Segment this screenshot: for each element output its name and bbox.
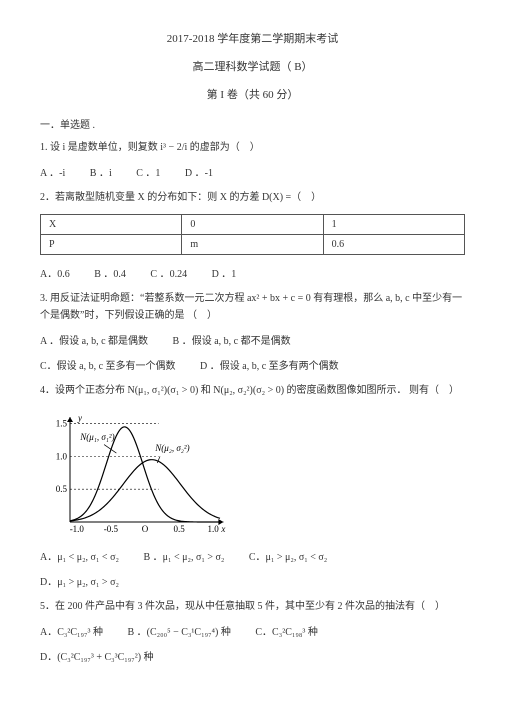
q2-optD: D ．1: [212, 265, 237, 280]
q3-optA: A ．假设 a, b, c 都是偶数: [40, 332, 148, 347]
normal-distribution-svg: 1.5 1.0 0.5 -1.0 -0.5 O 0.5 1.0 y x N(μ₁, σ₁²) N(μ₂…: [40, 407, 230, 537]
header-line3: 第 I 卷（共 60 分）: [40, 86, 465, 102]
q3-choices-row2: C．假设 a, b, c 至多有一个偶数 D ．假设 a, b, c 至多有两个…: [40, 357, 465, 372]
header-line2: 高二理科数学试题（ B）: [40, 58, 465, 74]
q3-optB: B ．假设 a, b, c 都不是偶数: [173, 332, 291, 347]
q5-optC: C．C₃²C₁₉₈³ 种: [255, 623, 317, 638]
svg-text:1.5: 1.5: [56, 419, 68, 429]
q2-text: 2．若离散型随机变量 X 的分布如下：则 X 的方差 D(X) =（ ）: [40, 189, 465, 206]
svg-text:-1.0: -1.0: [70, 524, 85, 534]
svg-text:-0.5: -0.5: [104, 524, 119, 534]
q4-optA: A．μ₁ < μ₂, σ₁ < σ₂: [40, 548, 119, 563]
table-cell: P: [41, 235, 182, 255]
q3-choices-row1: A ．假设 a, b, c 都是偶数 B ．假设 a, b, c 都不是偶数: [40, 332, 465, 347]
q5-choices-row2: D．(C₃²C₁₉₇³ + C₃³C₁₉₇²) 种: [40, 648, 465, 663]
q1-choices: A ．-i B ．i C ．1 D ．-1: [40, 164, 465, 179]
q5-optB: B ．(C₂₀₀⁵ − C₃¹C₁₉₇⁴) 种: [128, 623, 231, 638]
q5-text: 5．在 200 件产品中有 3 件次品，现从中任意抽取 5 件，其中至少有 2 …: [40, 598, 465, 615]
q3-optD: D ．假设 a, b, c 至多有两个偶数: [200, 357, 339, 372]
q5-choices-row1: A．C₃²C₁₉₇³ 种 B ．(C₂₀₀⁵ − C₃¹C₁₉₇⁴) 种 C．C…: [40, 623, 465, 638]
svg-text:0.5: 0.5: [56, 484, 68, 494]
svg-text:0.5: 0.5: [173, 524, 185, 534]
svg-text:x: x: [220, 524, 225, 534]
q2-optC: C ．0.24: [150, 265, 187, 280]
svg-text:1.0: 1.0: [56, 451, 68, 461]
q3-optC: C．假设 a, b, c 至多有一个偶数: [40, 357, 176, 372]
q4-optC: C．μ₁ > μ₂, σ₁ < σ₂: [249, 548, 327, 563]
q1-optC: C ．1: [136, 164, 160, 179]
q2-table: X 0 1 P m 0.6: [40, 214, 465, 255]
q1-optB: B ．i: [90, 164, 112, 179]
q4-text: 4．设两个正态分布 N(μ₁, σ₁²)(σ₁ > 0) 和 N(μ₂, σ₂²…: [40, 382, 465, 399]
table-cell: 0.6: [323, 235, 464, 255]
q2-optB: B ．0.4: [94, 265, 126, 280]
svg-text:N(μ₁, σ₁²): N(μ₁, σ₁²): [79, 432, 114, 442]
table-cell: X: [41, 215, 182, 235]
q2-optA: A．0.6: [40, 265, 70, 280]
q4-choices-row1: A．μ₁ < μ₂, σ₁ < σ₂ B ．μ₁ < μ₂, σ₁ > σ₂ C…: [40, 548, 465, 563]
q5-optA: A．C₃²C₁₉₇³ 种: [40, 623, 103, 638]
q3-text: 3. 用反证法证明命题：“若整系数一元二次方程 ax² + bx + c = 0…: [40, 290, 465, 324]
svg-text:y: y: [77, 413, 82, 423]
section-heading: 一．单选题 .: [40, 116, 465, 131]
q4-optB: B ．μ₁ < μ₂, σ₁ > σ₂: [143, 548, 224, 563]
q1-optA: A ．-i: [40, 164, 65, 179]
q2-choices: A．0.6 B ．0.4 C ．0.24 D ．1: [40, 265, 465, 280]
table-cell: m: [182, 235, 323, 255]
q4-graph: 1.5 1.0 0.5 -1.0 -0.5 O 0.5 1.0 y x N(μ₁, σ₁²) N(μ₂…: [40, 407, 465, 540]
table-cell: 0: [182, 215, 323, 235]
q1-text: 1. 设 i 是虚数单位，则复数 i³ − 2/i 的虚部为（ ）: [40, 139, 465, 156]
svg-text:O: O: [142, 524, 149, 534]
svg-text:N(μ₂, σ₂²): N(μ₂, σ₂²): [154, 443, 189, 453]
svg-text:1.0: 1.0: [208, 524, 220, 534]
q4-optD: D．μ₁ > μ₂, σ₁ > σ₂: [40, 573, 119, 588]
header-line1: 2017-2018 学年度第二学期期末考试: [40, 30, 465, 46]
q5-optD: D．(C₃²C₁₉₇³ + C₃³C₁₉₇²) 种: [40, 648, 154, 663]
table-cell: 1: [323, 215, 464, 235]
q1-optD: D ．-1: [185, 164, 213, 179]
q4-choices-row2: D．μ₁ > μ₂, σ₁ > σ₂: [40, 573, 465, 588]
